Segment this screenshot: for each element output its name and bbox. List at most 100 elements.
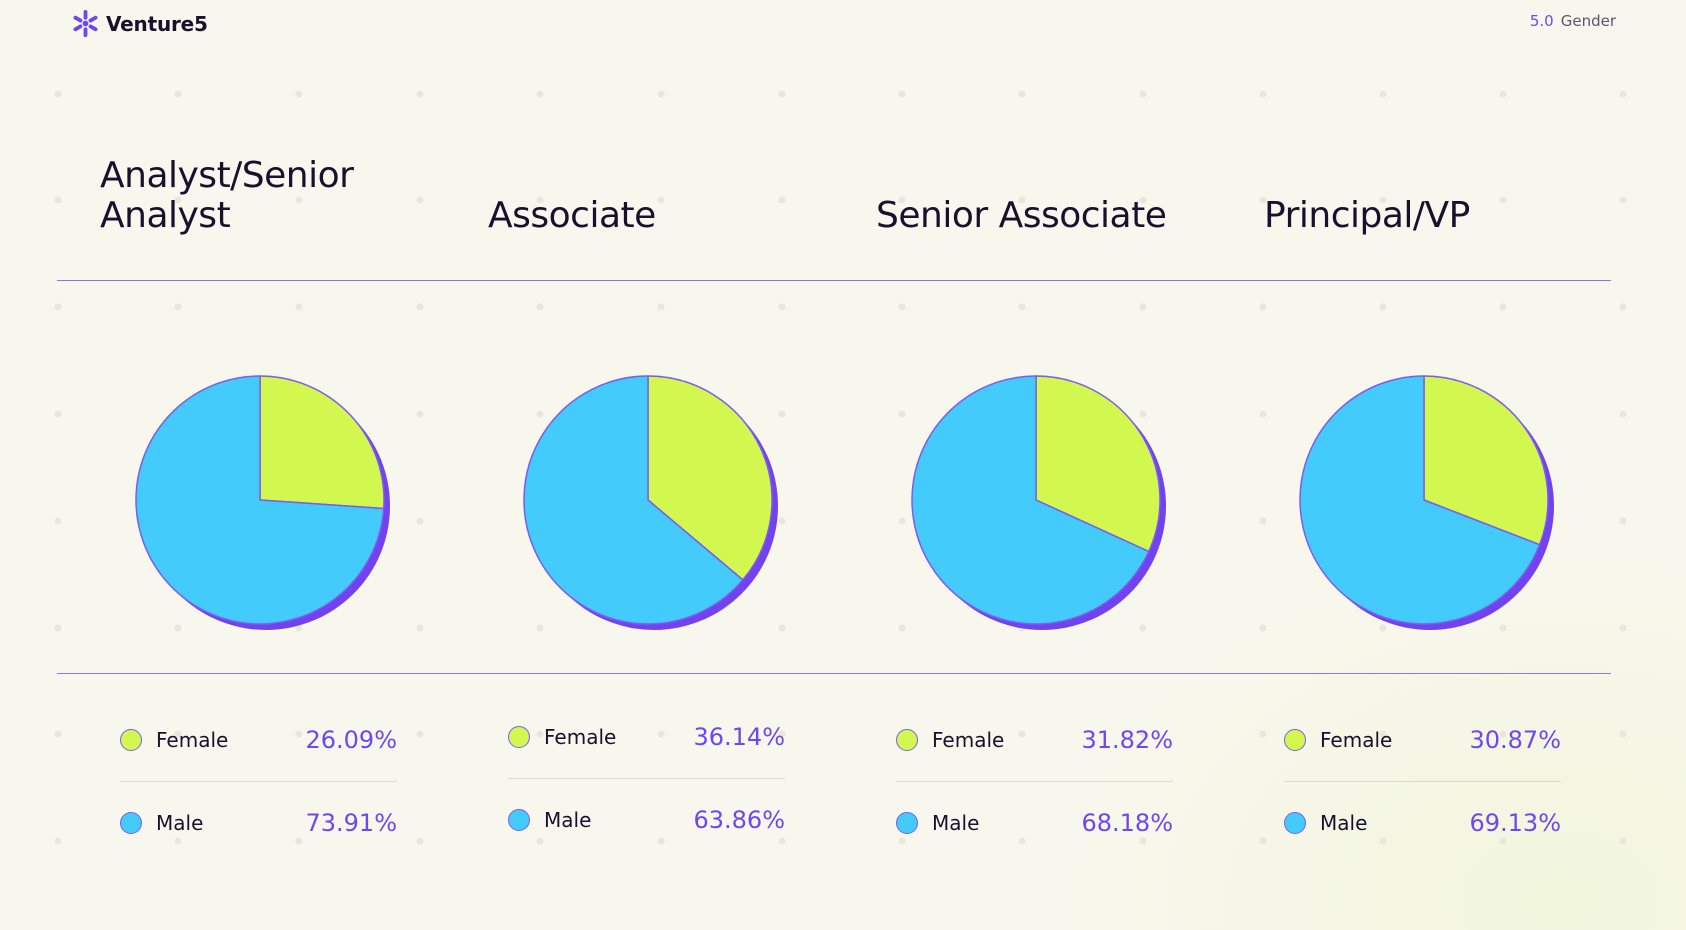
legend-value: 26.09% (305, 726, 397, 754)
pie-slice-female (647, 375, 773, 581)
legend-value: 69.13% (1469, 809, 1561, 837)
background-dot (1259, 410, 1267, 418)
male-swatch (120, 812, 142, 834)
background-dot (1139, 624, 1147, 632)
background-dot (1499, 196, 1507, 204)
background-dot (778, 517, 786, 525)
female-swatch (120, 729, 142, 751)
legend-label: Female (1320, 728, 1393, 752)
pie-slice-male (523, 375, 744, 625)
legend-item-female: Female 31.82% (896, 699, 1173, 782)
bottom-divider (57, 673, 1611, 674)
pie-slice-male (1299, 375, 1541, 625)
background-dot (657, 196, 665, 204)
role-title: Senior Associate (876, 150, 1206, 236)
legend-value: 36.14% (693, 723, 785, 751)
background-dot (778, 624, 786, 632)
background-dot (1139, 303, 1147, 311)
legend-label: Male (156, 811, 204, 835)
legend-label: Male (1320, 811, 1368, 835)
background-dot (1379, 837, 1387, 845)
background-dot (778, 303, 786, 311)
background-dot (898, 196, 906, 204)
background-dot (536, 303, 544, 311)
legend: Female 36.14% Male 63.86% (508, 696, 785, 861)
background-dot (657, 837, 665, 845)
background-dot (174, 837, 182, 845)
pie-chart (1299, 375, 1554, 630)
background-dot (778, 90, 786, 98)
background-dot (1379, 90, 1387, 98)
background-dot (295, 303, 303, 311)
role-title-text: Analyst/Senior Analyst (100, 155, 354, 236)
background-dot (536, 90, 544, 98)
background-dot (536, 730, 544, 738)
background-dot (54, 303, 62, 311)
legend-item-male: Male 68.18% (896, 782, 1173, 864)
legend-label: Female (932, 728, 1005, 752)
legend-label: Male (932, 811, 980, 835)
background-dot (54, 624, 62, 632)
background-dot (1259, 196, 1267, 204)
male-swatch (896, 812, 918, 834)
background-dot (657, 303, 665, 311)
legend-item-male: Male 63.86% (508, 779, 785, 861)
section-number: 5.0 (1529, 12, 1554, 30)
background-dot (657, 90, 665, 98)
background-dot (1139, 837, 1147, 845)
pie-chart (135, 375, 390, 630)
background-dot (174, 730, 182, 738)
background-dot (1619, 303, 1627, 311)
background-dot (1379, 196, 1387, 204)
background-dot (1379, 303, 1387, 311)
background-dot (1619, 90, 1627, 98)
background-dot (1139, 730, 1147, 738)
male-swatch (508, 809, 530, 831)
background-dot (1379, 624, 1387, 632)
background-dot (1259, 837, 1267, 845)
brand-name: Venture5 (106, 11, 208, 36)
legend-item-female: Female 36.14% (508, 696, 785, 779)
role-title: Analyst/Senior Analyst (100, 150, 430, 236)
background-dot (295, 730, 303, 738)
background-dot (416, 90, 424, 98)
pie-slice-female (259, 375, 385, 510)
background-dot (898, 90, 906, 98)
female-swatch (508, 726, 530, 748)
legend-label: Female (544, 725, 617, 749)
section-indicator: 5.0 Gender (1530, 12, 1616, 30)
pie-slice-male (135, 375, 385, 625)
legend: Female 30.87% Male 69.13% (1284, 699, 1561, 864)
male-swatch (1284, 812, 1306, 834)
legend-value: 68.18% (1081, 809, 1173, 837)
role-title-text: Senior Associate (876, 195, 1167, 236)
background-dot (536, 624, 544, 632)
legend-value: 31.82% (1081, 726, 1173, 754)
background-dot (1139, 410, 1147, 418)
legend-item-female: Female 26.09% (120, 699, 397, 782)
background-dot (898, 303, 906, 311)
background-dot (898, 517, 906, 525)
background-dot (1379, 730, 1387, 738)
female-swatch (1284, 729, 1306, 751)
background-dot (1259, 303, 1267, 311)
background-dot (778, 410, 786, 418)
background-dot (416, 730, 424, 738)
pie-slice-male (911, 375, 1150, 625)
pie-chart (911, 375, 1166, 630)
background-dot (54, 837, 62, 845)
background-dot (416, 303, 424, 311)
background-dot (174, 624, 182, 632)
background-dot (1619, 196, 1627, 204)
asterisk-logo-icon (73, 9, 98, 38)
role-title: Associate (488, 150, 818, 236)
legend-item-female: Female 30.87% (1284, 699, 1561, 782)
background-dot (295, 196, 303, 204)
legend-item-male: Male 73.91% (120, 782, 397, 864)
role-title: Principal/VP (1264, 150, 1594, 236)
background-dot (1499, 90, 1507, 98)
background-dot (54, 90, 62, 98)
background-dot (1619, 410, 1627, 418)
background-dot (416, 624, 424, 632)
background-dot (1259, 517, 1267, 525)
